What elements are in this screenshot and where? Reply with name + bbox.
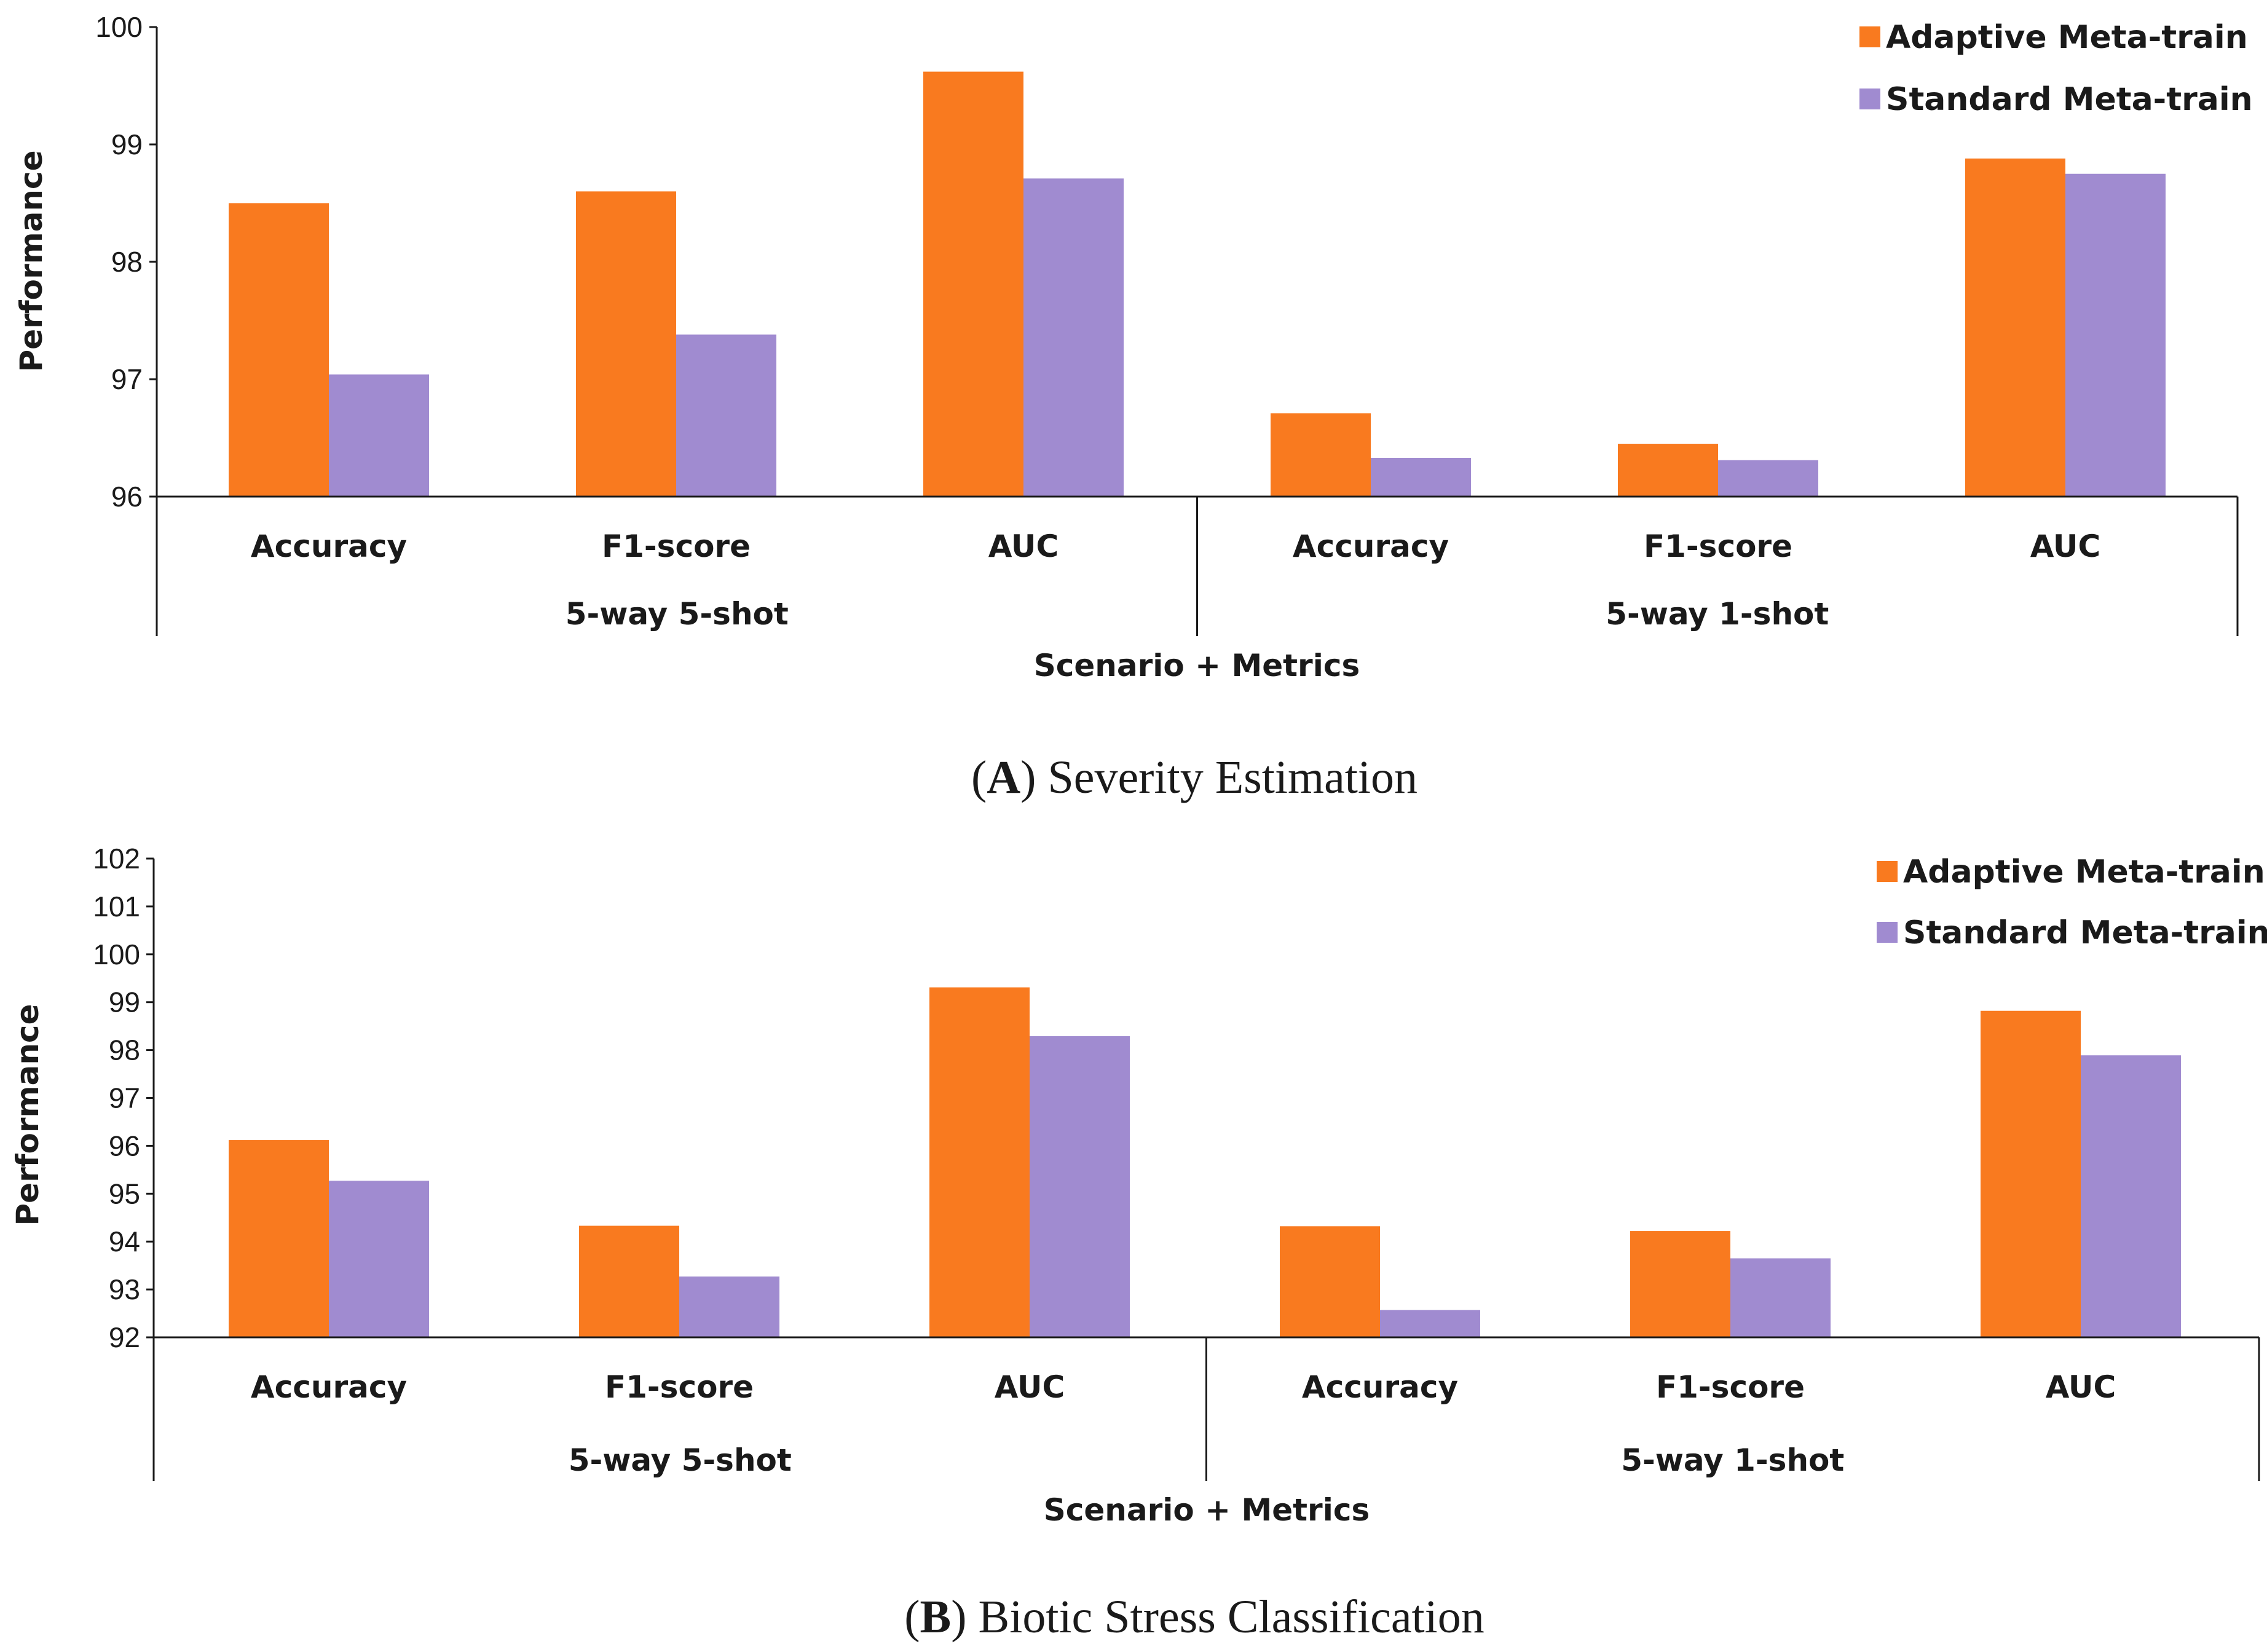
legend-swatch bbox=[1859, 26, 1880, 47]
category-label: F1-score bbox=[602, 529, 751, 564]
standard-bar bbox=[2065, 173, 2166, 497]
legend: Adaptive Meta-train Standard Meta-train bbox=[1859, 19, 2253, 118]
legend-swatch bbox=[1859, 88, 1880, 109]
adaptive-bar bbox=[1965, 158, 2065, 497]
category-label: AUC bbox=[988, 529, 1059, 564]
y-tick-label: 93 bbox=[109, 1273, 140, 1305]
standard-bar bbox=[1030, 1036, 1130, 1337]
legend-swatch bbox=[1877, 861, 1898, 882]
y-tick-label: 98 bbox=[111, 246, 143, 278]
y-tick-label: 96 bbox=[111, 481, 143, 513]
caption-letter: A bbox=[987, 752, 1020, 803]
category-label: Accuracy bbox=[1293, 529, 1449, 564]
x-axis-title: Scenario + Metrics bbox=[1044, 1492, 1370, 1528]
group-label: 5-way 1-shot bbox=[1606, 596, 1829, 632]
y-tick-label: 92 bbox=[109, 1321, 140, 1353]
adaptive-bar bbox=[229, 203, 329, 497]
panel-caption: (A) Severity Estimation bbox=[971, 752, 1417, 803]
adaptive-bar bbox=[929, 987, 1030, 1337]
y-tick-label: 101 bbox=[93, 891, 140, 922]
adaptive-bar bbox=[1630, 1231, 1730, 1337]
y-tick-label: 96 bbox=[109, 1130, 140, 1162]
category-label: Accuracy bbox=[1302, 1369, 1458, 1405]
adaptive-bar bbox=[1280, 1226, 1380, 1337]
y-axis-title: Performance bbox=[14, 151, 49, 372]
category-label: AUC bbox=[2030, 529, 2100, 564]
standard-bar bbox=[2081, 1055, 2181, 1337]
y-tick-label: 97 bbox=[109, 1082, 140, 1114]
standard-bar bbox=[1380, 1310, 1480, 1337]
group-label: 5-way 5-shot bbox=[566, 596, 789, 632]
standard-bar bbox=[329, 374, 429, 497]
standard-bar bbox=[679, 1276, 779, 1337]
legend-label: Standard Meta-train bbox=[1886, 81, 2253, 118]
legend-label: Standard Meta-train bbox=[1903, 914, 2267, 951]
adaptive-bar bbox=[923, 71, 1023, 497]
adaptive-bar bbox=[1981, 1010, 2081, 1337]
adaptive-bar bbox=[229, 1140, 329, 1337]
category-label: F1-score bbox=[1656, 1369, 1805, 1405]
category-label: F1-score bbox=[605, 1369, 754, 1405]
adaptive-bar bbox=[1271, 413, 1371, 497]
category-label: Accuracy bbox=[251, 529, 407, 564]
x-axis-title: Scenario + Metrics bbox=[1034, 648, 1360, 683]
chart-panel-a: Performance Scenario + Metrics (A) Sever… bbox=[14, 11, 2253, 803]
standard-bar bbox=[329, 1181, 429, 1337]
standard-bar bbox=[676, 334, 776, 497]
category-label: AUC bbox=[995, 1369, 1065, 1405]
group-label: 5-way 5-shot bbox=[569, 1442, 792, 1478]
adaptive-bar bbox=[576, 191, 676, 497]
category-label: Accuracy bbox=[251, 1369, 407, 1405]
standard-bar bbox=[1023, 178, 1124, 497]
caption-letter: B bbox=[920, 1591, 952, 1643]
y-tick-label: 99 bbox=[109, 986, 140, 1018]
adaptive-bar bbox=[579, 1225, 679, 1337]
y-tick-label: 100 bbox=[95, 11, 143, 43]
standard-bar bbox=[1718, 460, 1818, 497]
panel-caption: (B) Biotic Stress Classification bbox=[904, 1591, 1484, 1643]
y-tick-label: 97 bbox=[111, 363, 143, 395]
legend: Adaptive Meta-train Standard Meta-train bbox=[1877, 854, 2267, 951]
legend-swatch bbox=[1877, 922, 1898, 943]
y-tick-label: 94 bbox=[109, 1225, 140, 1257]
adaptive-bar bbox=[1618, 444, 1718, 497]
category-label: F1-score bbox=[1644, 529, 1792, 564]
standard-bar bbox=[1730, 1258, 1831, 1337]
caption-text: Severity Estimation bbox=[1036, 752, 1417, 803]
y-axis-title: Performance bbox=[10, 1004, 45, 1226]
group-label: 5-way 1-shot bbox=[1621, 1442, 1844, 1478]
caption-text: Biotic Stress Classification bbox=[967, 1591, 1484, 1643]
legend-label: Adaptive Meta-train bbox=[1903, 854, 2265, 891]
y-tick-label: 100 bbox=[93, 938, 140, 970]
standard-bar bbox=[1371, 457, 1471, 497]
legend-label: Adaptive Meta-train bbox=[1886, 19, 2248, 56]
y-tick-label: 102 bbox=[93, 843, 140, 875]
chart-panel-b: Performance Scenario + Metrics (B) Bioti… bbox=[10, 843, 2267, 1643]
y-tick-label: 99 bbox=[111, 128, 143, 160]
y-tick-label: 95 bbox=[109, 1178, 140, 1210]
y-tick-label: 98 bbox=[109, 1034, 140, 1066]
category-label: AUC bbox=[2046, 1369, 2116, 1405]
